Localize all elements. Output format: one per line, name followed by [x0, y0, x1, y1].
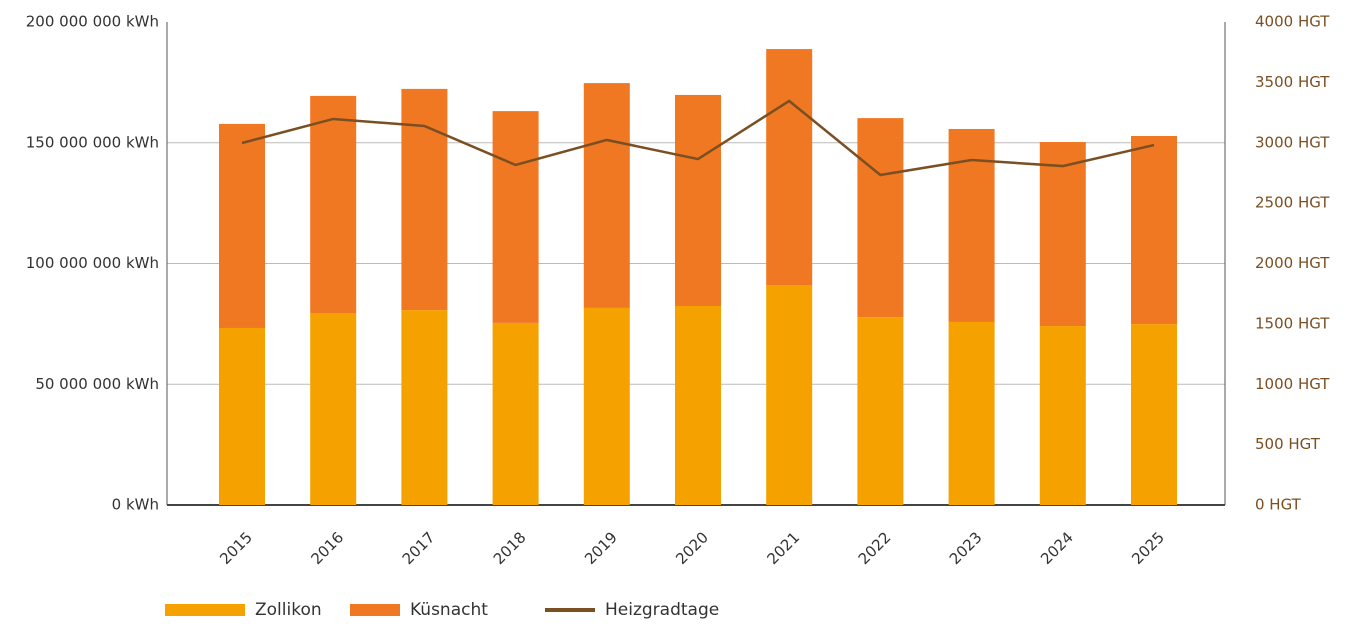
legend-swatch [165, 604, 245, 616]
x-tick-label: 2022 [855, 528, 895, 568]
bar [583, 83, 630, 308]
bar [1039, 326, 1086, 505]
bar [675, 306, 721, 505]
y2-tick-label: 3500 HGT [1255, 73, 1330, 91]
bar [219, 123, 265, 328]
bar [310, 95, 357, 314]
bar [948, 321, 995, 505]
bar [1131, 135, 1177, 325]
y2-tick-label: 4000 HGT [1255, 13, 1330, 31]
bar [857, 317, 904, 505]
x-tick-label: 2021 [763, 528, 803, 568]
x-tick-label: 2023 [946, 528, 986, 568]
x-tick-label: 2019 [581, 528, 621, 568]
y2-tick-label: 0 HGT [1255, 496, 1302, 514]
bar [1039, 142, 1086, 327]
bar [766, 284, 813, 505]
y-tick-label: 100 000 000 kWh [26, 254, 159, 272]
y-tick-label: 0 kWh [112, 496, 159, 514]
bar [219, 327, 265, 505]
legend-label: Heizgradtage [605, 600, 719, 620]
bar [583, 307, 630, 505]
x-tick-label: 2020 [672, 528, 712, 568]
legend-swatch [545, 608, 595, 612]
bar [492, 111, 539, 323]
bar [948, 128, 995, 322]
x-tick-label: 2015 [216, 528, 256, 568]
bar [401, 310, 448, 505]
y2-tick-label: 1500 HGT [1255, 314, 1330, 332]
legend-label: Zollikon [255, 600, 322, 620]
bar [766, 49, 813, 285]
y-tick-label: 150 000 000 kWh [26, 133, 159, 151]
y2-tick-label: 2000 HGT [1255, 254, 1330, 272]
legend-label: Küsnacht [410, 600, 488, 620]
y2-tick-label: 500 HGT [1255, 435, 1321, 453]
y2-tick-label: 1000 HGT [1255, 375, 1330, 393]
bar [310, 313, 357, 505]
x-tick-label: 2024 [1037, 528, 1077, 568]
bar [492, 322, 539, 505]
legend-swatch [350, 604, 400, 616]
x-tick-label: 2016 [307, 528, 347, 568]
x-tick-label: 2017 [399, 528, 439, 568]
bar [401, 88, 448, 311]
y2-tick-label: 2500 HGT [1255, 194, 1330, 212]
bar [1131, 324, 1177, 505]
bar [675, 94, 721, 307]
y-tick-label: 200 000 000 kWh [26, 13, 159, 31]
y2-tick-label: 3000 HGT [1255, 133, 1330, 151]
line [241, 99, 1155, 177]
x-tick-label: 2025 [1128, 528, 1168, 568]
y-tick-label: 50 000 000 kWh [35, 375, 159, 393]
x-tick-label: 2018 [490, 528, 530, 568]
bar [857, 118, 904, 318]
